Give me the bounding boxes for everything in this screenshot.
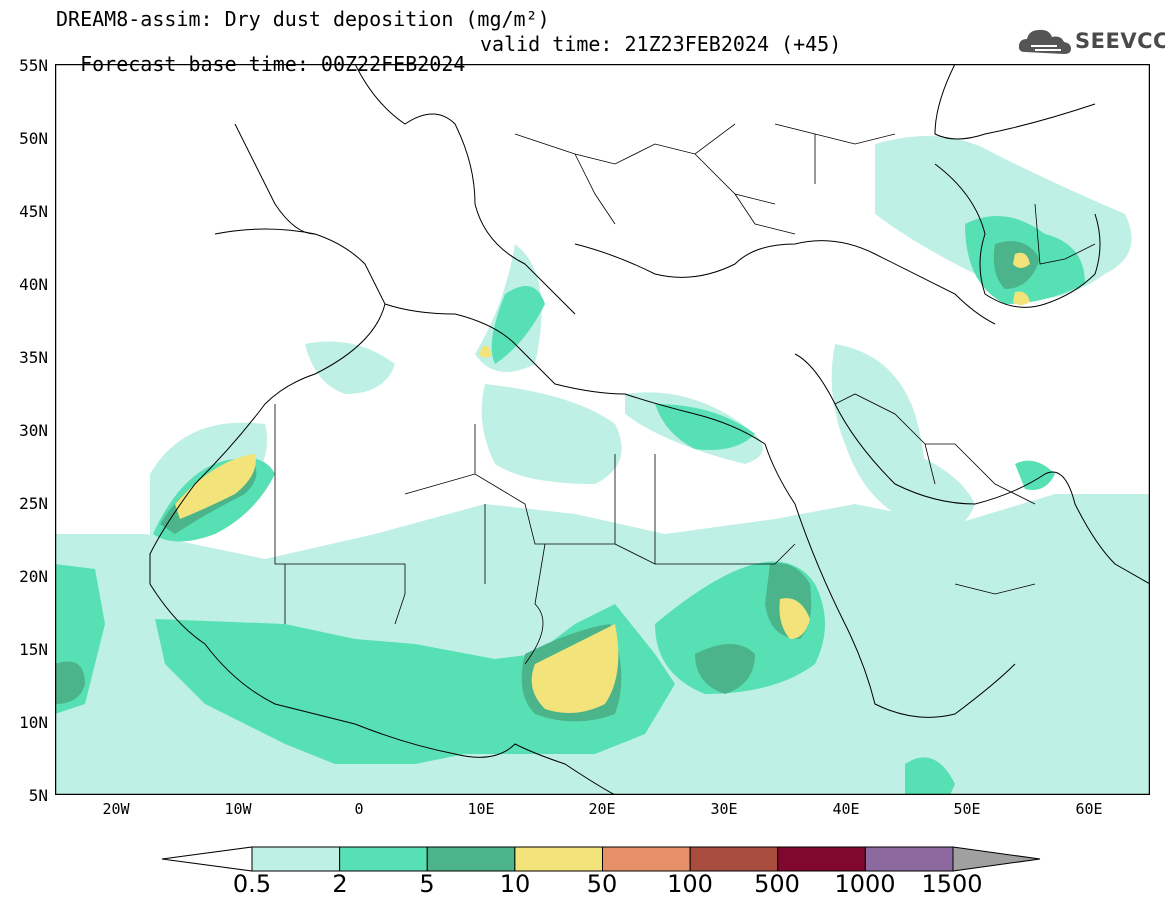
colorbar-label: 50 (586, 870, 618, 898)
lat-label: 10N (19, 713, 48, 732)
lon-label: 10W (224, 800, 252, 818)
colorbar-label: 0.5 (232, 870, 272, 898)
valid-time: valid time: 21Z23FEB2024 (+45) (480, 32, 842, 56)
lon-label: 60E (1075, 800, 1103, 818)
colorbar-label: 1000 (834, 870, 896, 898)
cloud-icon (1018, 29, 1071, 54)
colorbar-box (251, 846, 341, 872)
colorbar-label: 1500 (921, 870, 983, 898)
coastlines (149, 64, 1150, 795)
colorbar-label: 2 (332, 870, 348, 898)
lat-label: 5N (28, 786, 48, 805)
lat-label: 50N (19, 129, 48, 148)
colorbar-box (689, 846, 779, 872)
lon-label: 20W (102, 800, 130, 818)
colorbar-box (514, 846, 603, 872)
colorbar-box (864, 846, 954, 872)
colorbar-box (602, 846, 691, 872)
seevccc-logo: SEEVCCC (1017, 24, 1165, 58)
colorbar-boxes (251, 846, 954, 872)
lat-label: 20N (19, 567, 48, 586)
country-borders (274, 123, 1096, 665)
map-title: DREAM8-assim: Dry dust deposition (mg/m²… (56, 7, 550, 31)
deposition-10-50 (175, 252, 1030, 713)
colorbar-label: 5 (419, 870, 435, 898)
lat-label: 15N (19, 640, 48, 659)
colorbar-label: 500 (754, 870, 800, 898)
lon-label: 50E (953, 800, 981, 818)
lon-label: 20E (588, 800, 616, 818)
colorbar-high-arrow (952, 846, 1041, 872)
colorbar-low-arrow (161, 846, 253, 872)
colorbar-label: 10 (499, 870, 531, 898)
colorbar (161, 846, 1041, 872)
logo-text: SEEVCCC (1075, 29, 1165, 53)
colorbar-box (426, 846, 516, 872)
lat-label: 25N (19, 494, 48, 513)
colorbar-label: 100 (667, 870, 713, 898)
lat-label: 30N (19, 421, 48, 440)
lat-label: 55N (19, 56, 48, 75)
dust-deposition-map (55, 64, 1150, 795)
lat-label: 45N (19, 202, 48, 221)
lon-label: 0 (354, 800, 364, 818)
colorbar-box (777, 846, 866, 872)
lat-label: 35N (19, 348, 48, 367)
colorbar-box (339, 846, 428, 872)
lon-label: 40E (832, 800, 860, 818)
lon-label: 10E (467, 800, 495, 818)
lon-label: 30E (710, 800, 738, 818)
map-frame (55, 64, 1150, 795)
lat-label: 40N (19, 275, 48, 294)
